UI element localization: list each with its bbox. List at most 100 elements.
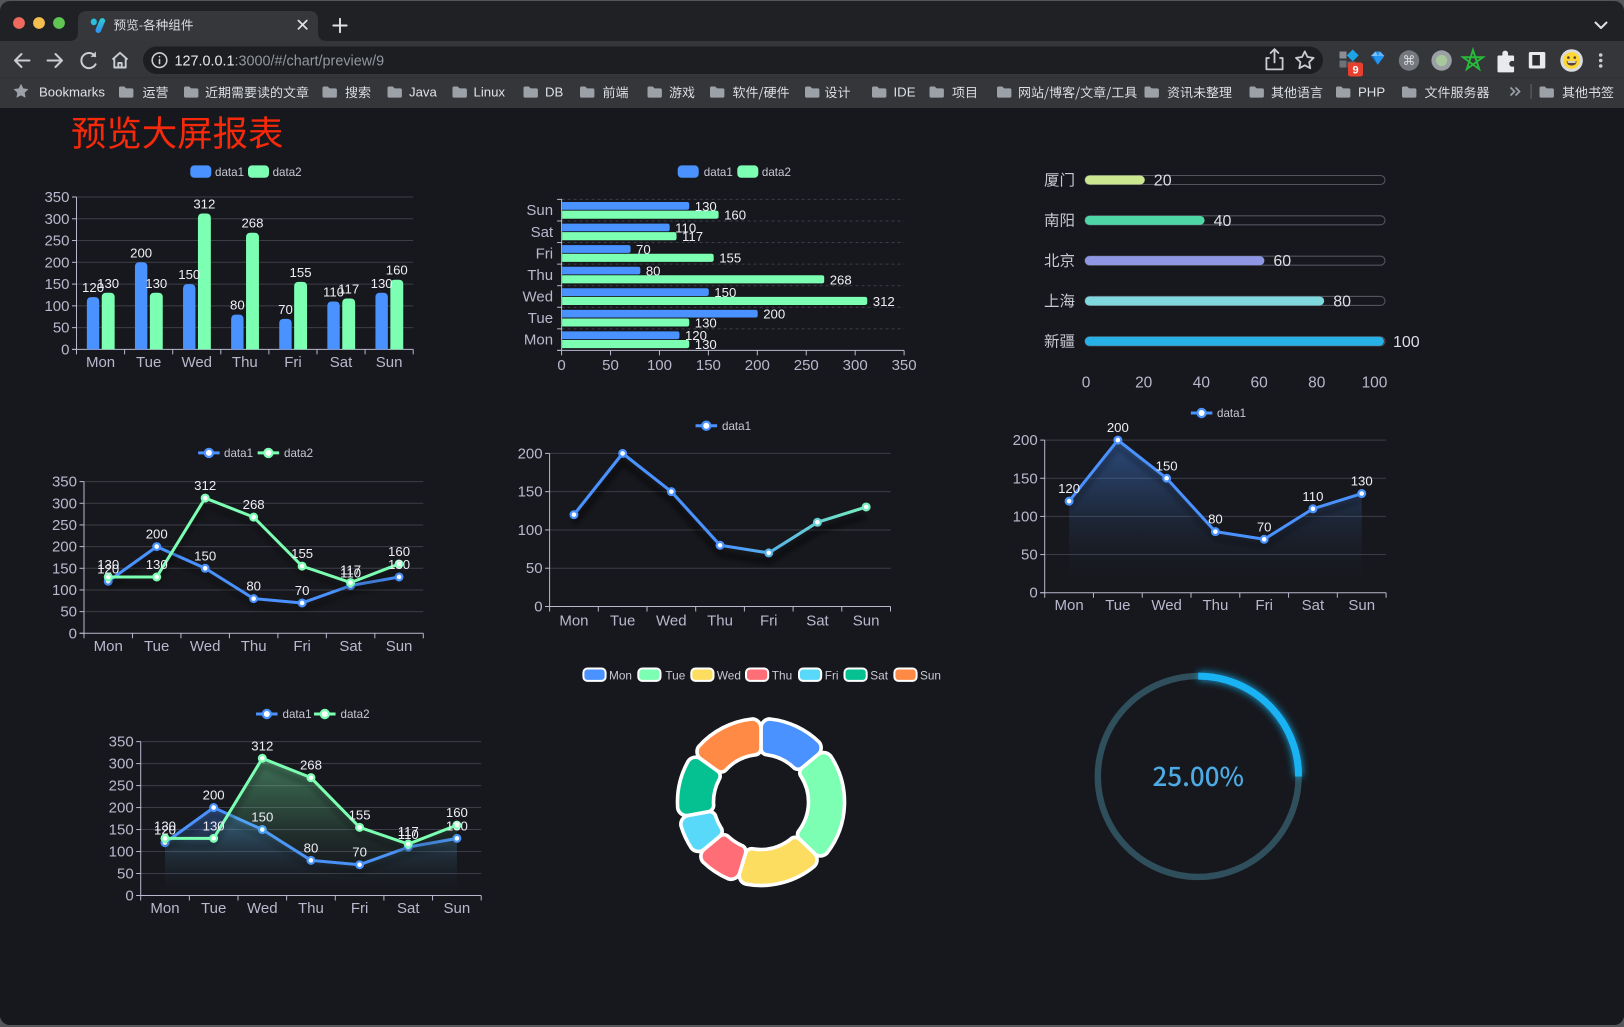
svg-text:100: 100 (109, 844, 134, 861)
svg-text:Sat: Sat (531, 224, 554, 241)
svg-text:300: 300 (44, 211, 69, 228)
svg-text:Sat: Sat (339, 638, 362, 655)
svg-text:120: 120 (685, 328, 707, 343)
svg-text:160: 160 (388, 544, 410, 559)
svg-text:Tue: Tue (665, 668, 685, 682)
svg-text:Bookmarks: Bookmarks (39, 85, 105, 100)
svg-text:160: 160 (386, 263, 408, 278)
svg-text:Sun: Sun (386, 638, 413, 655)
svg-text:200: 200 (1107, 420, 1129, 435)
svg-text:150: 150 (109, 822, 134, 839)
svg-text:350: 350 (109, 734, 134, 751)
svg-text:80: 80 (1308, 375, 1326, 392)
svg-text:DB: DB (545, 85, 564, 100)
svg-text:20: 20 (1135, 375, 1153, 392)
svg-text:0: 0 (125, 888, 133, 905)
svg-text:Tue: Tue (144, 638, 169, 655)
svg-text:312: 312 (251, 738, 273, 753)
svg-text:Sun: Sun (444, 900, 471, 917)
svg-text:200: 200 (52, 539, 77, 556)
svg-text:60: 60 (1250, 375, 1268, 392)
svg-text:Tue: Tue (136, 354, 161, 371)
svg-text:150: 150 (178, 267, 200, 282)
svg-text:150: 150 (251, 810, 273, 825)
svg-text:Thu: Thu (1202, 597, 1228, 614)
svg-text:150: 150 (714, 285, 736, 300)
svg-text:80: 80 (646, 264, 661, 279)
svg-text:200: 200 (1013, 432, 1038, 449)
svg-text:Sun: Sun (1348, 597, 1375, 614)
svg-text:155: 155 (291, 546, 313, 561)
svg-text:Sat: Sat (806, 613, 829, 630)
svg-text:Wed: Wed (247, 900, 278, 917)
svg-text:⌘: ⌘ (1403, 53, 1416, 68)
svg-text:Sun: Sun (853, 613, 880, 630)
svg-text:150: 150 (696, 357, 721, 374)
svg-text:268: 268 (241, 216, 263, 231)
svg-text:350: 350 (44, 189, 69, 206)
svg-text:data2: data2 (341, 708, 370, 721)
svg-text:9: 9 (1352, 65, 1358, 77)
svg-text:0: 0 (1082, 375, 1091, 392)
svg-text:Mon: Mon (1054, 597, 1083, 614)
svg-text:130: 130 (695, 315, 717, 330)
svg-text:50: 50 (117, 866, 134, 883)
svg-text:250: 250 (44, 233, 69, 250)
svg-text:50: 50 (526, 560, 543, 577)
svg-text:130: 130 (97, 557, 119, 572)
svg-text:300: 300 (109, 756, 134, 773)
svg-text:117: 117 (338, 281, 359, 296)
svg-text:data1: data1 (704, 166, 733, 179)
svg-text:data2: data2 (284, 447, 313, 460)
svg-text:Linux: Linux (474, 85, 506, 100)
svg-text:50: 50 (1021, 547, 1038, 564)
svg-text:268: 268 (830, 272, 852, 287)
svg-text:Fri: Fri (760, 613, 778, 630)
svg-text:70: 70 (1257, 519, 1272, 534)
svg-text:80: 80 (230, 298, 245, 313)
svg-text:100: 100 (518, 522, 543, 539)
svg-text:200: 200 (44, 254, 69, 271)
svg-text:100: 100 (44, 298, 69, 315)
svg-text:data1: data1 (215, 166, 244, 179)
svg-text:PHP: PHP (1358, 85, 1385, 100)
svg-text:data1: data1 (1217, 407, 1246, 420)
svg-text:Thu: Thu (527, 267, 553, 284)
svg-text:130: 130 (97, 276, 119, 291)
svg-text:130: 130 (154, 818, 176, 833)
svg-text:130: 130 (388, 557, 410, 572)
svg-text:Mon: Mon (94, 638, 123, 655)
svg-text:200: 200 (146, 527, 168, 542)
svg-text:Mon: Mon (609, 668, 632, 682)
svg-text:Wed: Wed (717, 668, 741, 682)
svg-text:Tue: Tue (1105, 597, 1130, 614)
svg-text:data2: data2 (273, 166, 302, 179)
svg-text:130: 130 (146, 557, 168, 572)
svg-text:Wed: Wed (190, 638, 221, 655)
svg-text:Fri: Fri (536, 245, 554, 262)
svg-text:117: 117 (682, 229, 703, 244)
svg-text:300: 300 (843, 357, 868, 374)
svg-text:130: 130 (695, 337, 717, 352)
svg-text:110: 110 (323, 285, 344, 300)
svg-text:Thu: Thu (298, 900, 324, 917)
svg-text:110: 110 (1302, 489, 1323, 504)
svg-text:40: 40 (1214, 213, 1232, 230)
svg-text:312: 312 (873, 294, 895, 309)
svg-text:data1: data1 (283, 708, 312, 721)
svg-text:Fri: Fri (293, 638, 311, 655)
svg-text:312: 312 (194, 478, 216, 493)
svg-text:350: 350 (52, 474, 77, 491)
svg-text:Sat: Sat (870, 668, 888, 682)
svg-text:130: 130 (371, 276, 393, 291)
svg-text:130: 130 (1351, 474, 1373, 489)
svg-text:Java: Java (409, 85, 438, 100)
svg-text:150: 150 (518, 484, 543, 501)
svg-text:20: 20 (1154, 173, 1172, 190)
svg-text:80: 80 (246, 579, 261, 594)
svg-text:130: 130 (446, 818, 468, 833)
svg-text:Sun: Sun (376, 354, 403, 371)
svg-text:Mon: Mon (150, 900, 179, 917)
svg-text:Tue: Tue (528, 310, 553, 327)
svg-text:155: 155 (719, 251, 741, 266)
